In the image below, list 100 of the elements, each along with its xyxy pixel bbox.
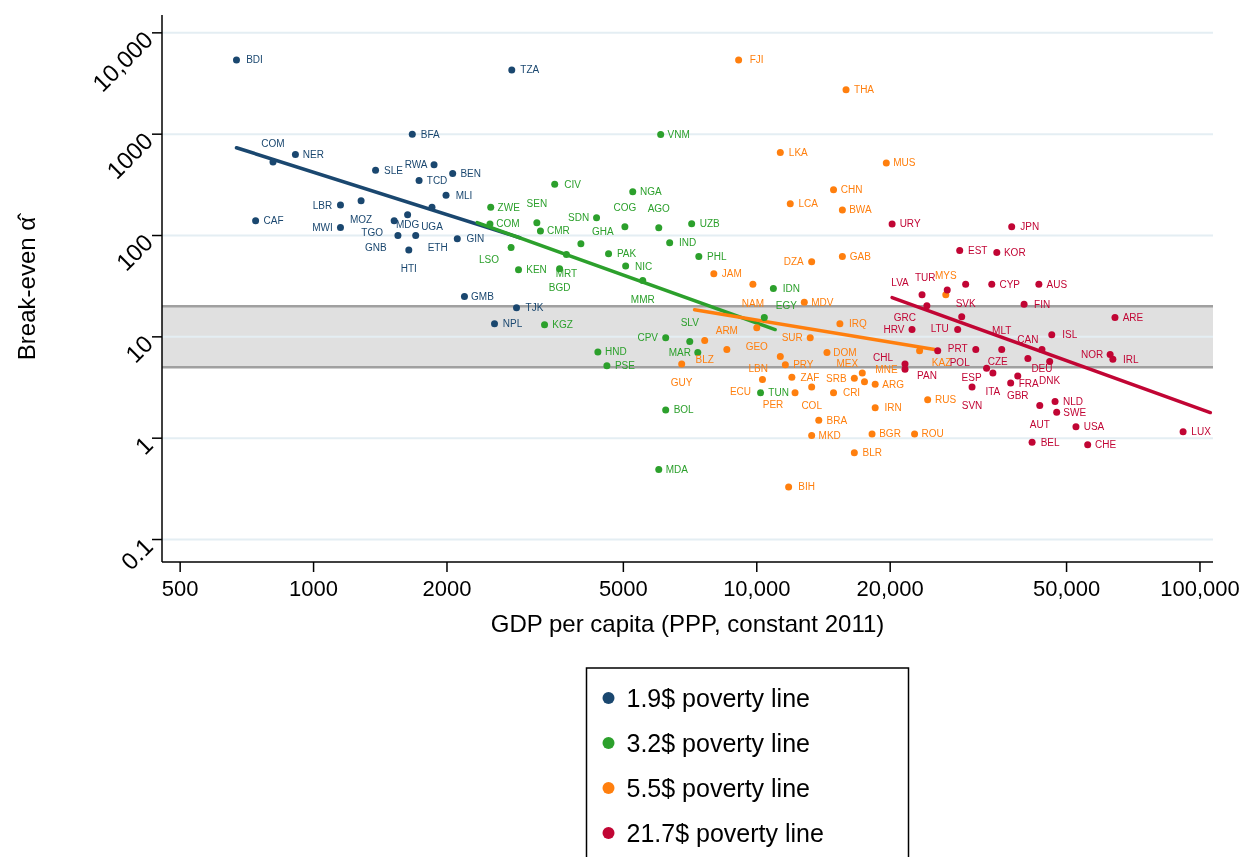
data-label: BDI <box>246 54 263 66</box>
legend-label: 3.2$ poverty line <box>626 728 810 757</box>
data-label: GHA <box>592 226 615 238</box>
data-label: IRQ <box>848 318 867 330</box>
data-label: LUX <box>1191 426 1212 438</box>
data-label: GUY <box>670 377 693 389</box>
data-label: DEU <box>1031 363 1053 375</box>
data-label: GIN <box>466 233 485 245</box>
data-label: GRC <box>893 312 916 324</box>
data-label: EST <box>967 245 988 257</box>
data-label: EGY <box>775 300 798 312</box>
data-label: DZA <box>783 256 804 268</box>
data-label: VNM <box>667 129 690 141</box>
data-label: GAB <box>849 251 872 263</box>
data-label: SWE <box>1063 406 1087 418</box>
data-label: SLV <box>680 316 700 328</box>
data-label: MDV <box>811 296 834 308</box>
data-label: ARM <box>715 325 738 337</box>
data-label: URY <box>899 218 921 230</box>
y-tick-label: 1 <box>129 431 159 460</box>
data-label: HRV <box>883 324 905 336</box>
data-label: GMB <box>471 291 495 303</box>
data-label: MYS <box>934 270 957 282</box>
data-label: NAM <box>741 297 764 309</box>
data-label: MMR <box>630 293 655 305</box>
data-label: IDN <box>782 283 800 294</box>
data-label: CRI <box>842 387 861 399</box>
data-label: USA <box>1083 421 1105 433</box>
data-label: HND <box>605 346 627 358</box>
data-label: CMR <box>547 225 570 237</box>
data-label: GEO <box>745 341 769 353</box>
data-label: LSO <box>479 254 500 266</box>
data-label: ZAF <box>800 371 820 383</box>
data-label: SLE <box>384 164 404 176</box>
y-tick-label: 100 <box>110 228 159 276</box>
data-label: UGA <box>421 220 444 232</box>
data-label: CIV <box>564 178 582 190</box>
data-label: MLI <box>455 189 473 201</box>
data-label: COM <box>496 218 520 230</box>
data-label: TUN <box>768 387 789 399</box>
data-label: THA <box>854 84 875 96</box>
data-label: CHL <box>873 351 894 363</box>
x-axis-title: GDP per capita (PPP, constant 2011) <box>490 610 885 637</box>
data-label: NGA <box>639 186 662 198</box>
data-label: KOR <box>1003 246 1026 258</box>
data-label: ZWE <box>497 201 521 213</box>
data-label: ARG <box>882 378 905 390</box>
data-label: DOM <box>833 347 857 359</box>
data-label: JAM <box>721 268 742 280</box>
data-label: MDG <box>395 219 420 231</box>
data-label: AUS <box>1046 278 1068 290</box>
data-label: NOR <box>1081 348 1104 360</box>
data-label: IRL <box>1123 353 1140 365</box>
data-label: RWA <box>404 159 428 171</box>
data-label: FJI <box>749 54 764 66</box>
data-label: CAF <box>263 215 284 227</box>
data-label: LVA <box>891 277 910 289</box>
data-label: AGO <box>647 203 671 215</box>
data-label: BGD <box>548 282 571 294</box>
data-label: PSE <box>614 360 636 372</box>
data-label: BRA <box>826 414 848 426</box>
data-label: MOZ <box>349 214 373 226</box>
data-label: POL <box>949 357 971 369</box>
data-label: CHE <box>1095 439 1117 451</box>
data-label: TCD <box>426 174 448 186</box>
data-label: PER <box>762 399 784 411</box>
data-label: MNE <box>875 364 898 376</box>
data-label: JPN <box>1020 221 1040 233</box>
data-label: ETH <box>427 242 448 254</box>
data-label: RUS <box>935 394 957 406</box>
data-label: BFA <box>420 128 441 140</box>
data-label: CPV <box>637 332 659 344</box>
data-label: LBR <box>312 199 333 211</box>
x-tick-label: 1000 <box>289 576 339 601</box>
data-label: FIN <box>1034 298 1051 310</box>
data-label: PRT <box>947 343 968 355</box>
data-label: MDA <box>665 464 689 476</box>
x-tick-label: 10,000 <box>723 576 791 601</box>
data-label: MUS <box>893 157 916 169</box>
data-label: IRN <box>884 402 902 414</box>
data-label: MWI <box>312 221 333 233</box>
data-label: MAR <box>668 347 691 359</box>
y-tick-label: 10 <box>120 329 159 368</box>
data-label: MEX <box>836 358 859 370</box>
data-label: TJK <box>525 302 544 314</box>
data-label: COG <box>613 202 637 214</box>
data-label: HTI <box>400 263 417 275</box>
data-label: DNK <box>1039 375 1061 387</box>
data-label: BLZ <box>695 354 714 366</box>
data-label: COL <box>801 400 823 412</box>
data-label: COM <box>261 137 285 149</box>
data-label: SEN <box>526 198 548 210</box>
data-label: TGO <box>361 227 384 239</box>
data-label: TZA <box>520 64 540 76</box>
legend-label: 5.5$ poverty line <box>626 773 810 802</box>
data-label: KGZ <box>552 319 573 331</box>
y-tick-label: 0.1 <box>115 532 159 576</box>
x-tick-label: 2000 <box>422 576 472 601</box>
data-label: KAZ <box>931 357 952 369</box>
data-label: SVK <box>955 297 976 309</box>
